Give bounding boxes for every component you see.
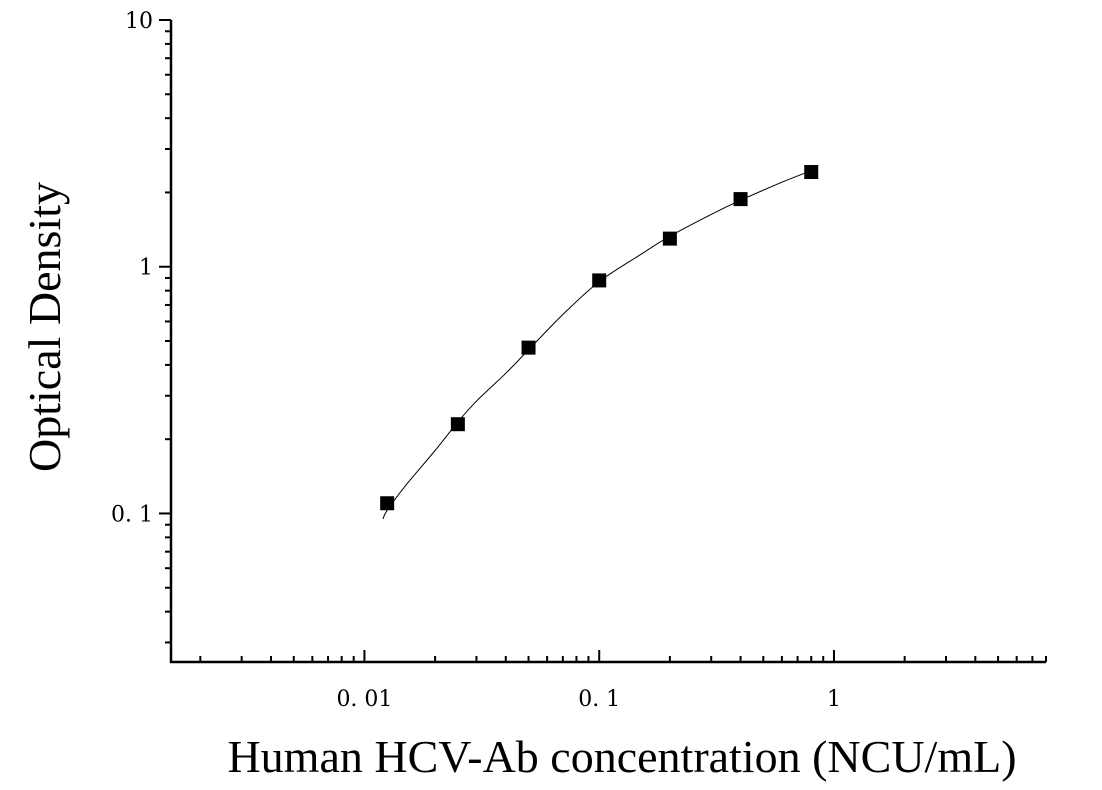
x-axis-title: Human HCV-Ab concentration (NCU/mL) <box>227 731 1016 782</box>
data-point-marker <box>804 165 819 180</box>
data-point-marker <box>733 192 748 207</box>
y-tick-label: 0. 1 <box>111 502 153 527</box>
y-axis-title: Optical Density <box>19 182 70 472</box>
axes <box>169 20 1046 664</box>
y-tick-label: 1 <box>139 256 153 281</box>
fit-curve <box>382 170 812 520</box>
data-point-marker <box>521 340 536 355</box>
x-tick-label: 0. 1 <box>578 687 620 712</box>
x-tick-label: 1 <box>827 687 841 712</box>
y-tick-label: 10 <box>125 9 153 34</box>
data-points <box>380 165 819 511</box>
data-point-marker <box>592 273 607 288</box>
x-tick-label: 0. 01 <box>336 687 392 712</box>
data-point-marker <box>450 417 465 432</box>
data-point-marker <box>662 231 677 246</box>
data-point-marker <box>380 496 395 511</box>
y-ticks: 0. 1 1 10 <box>111 9 171 644</box>
x-ticks: 0. 01 0. 1 1 <box>199 650 1047 712</box>
